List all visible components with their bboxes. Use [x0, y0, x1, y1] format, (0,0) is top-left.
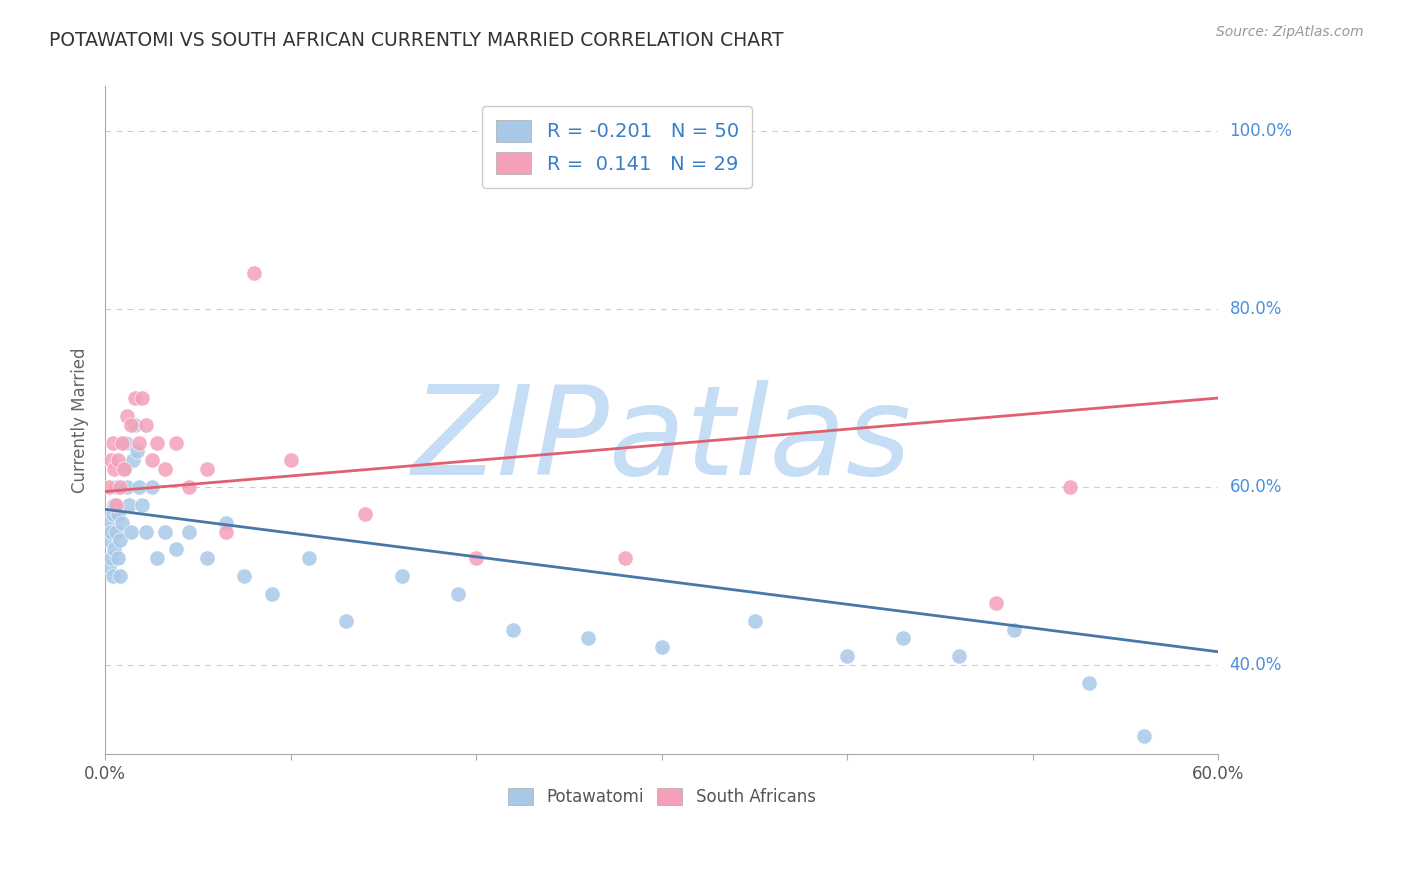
Point	[105, 498, 128, 512]
Text: 60.0%: 60.0%	[1230, 478, 1282, 496]
Point	[97, 560, 120, 574]
Y-axis label: Currently Married: Currently Married	[72, 348, 89, 493]
Point	[112, 462, 135, 476]
Point	[280, 453, 302, 467]
Text: 40.0%: 40.0%	[1230, 657, 1282, 674]
Point	[135, 417, 157, 432]
Text: 80.0%: 80.0%	[1230, 300, 1282, 318]
Point	[1077, 676, 1099, 690]
Point	[131, 498, 153, 512]
Point	[195, 551, 218, 566]
Point	[111, 435, 134, 450]
Point	[96, 516, 118, 530]
Point	[141, 480, 163, 494]
Point	[177, 524, 200, 539]
Point	[135, 524, 157, 539]
Point	[215, 516, 238, 530]
Point	[1059, 480, 1081, 494]
Point	[465, 551, 488, 566]
Point	[114, 435, 136, 450]
Point	[112, 462, 135, 476]
Point	[108, 480, 131, 494]
Point	[146, 551, 169, 566]
Point	[108, 569, 131, 583]
Point	[103, 542, 125, 557]
Point	[447, 587, 470, 601]
Point	[502, 623, 524, 637]
Point	[103, 462, 125, 476]
Point	[103, 498, 125, 512]
Point	[107, 507, 129, 521]
Point	[117, 409, 139, 423]
Point	[128, 480, 150, 494]
Point	[97, 533, 120, 548]
Text: POTAWATOMI VS SOUTH AFRICAN CURRENTLY MARRIED CORRELATION CHART: POTAWATOMI VS SOUTH AFRICAN CURRENTLY MA…	[49, 31, 783, 50]
Point	[576, 632, 599, 646]
Point	[837, 649, 859, 664]
Point	[128, 435, 150, 450]
Point	[242, 266, 264, 280]
Point	[354, 507, 377, 521]
Point	[122, 453, 145, 467]
Point	[984, 596, 1007, 610]
Point	[107, 453, 129, 467]
Point	[105, 524, 128, 539]
Point	[120, 524, 142, 539]
Legend: Potawatomi, South Africans: Potawatomi, South Africans	[502, 781, 823, 813]
Point	[131, 391, 153, 405]
Point	[101, 507, 124, 521]
Point	[117, 480, 139, 494]
Point	[651, 640, 673, 655]
Point	[335, 614, 357, 628]
Point	[233, 569, 256, 583]
Point	[108, 533, 131, 548]
Point	[101, 435, 124, 450]
Text: ZIPatlas: ZIPatlas	[412, 380, 912, 500]
Point	[100, 524, 122, 539]
Point	[125, 444, 148, 458]
Point	[146, 435, 169, 450]
Point	[298, 551, 321, 566]
Point	[613, 551, 636, 566]
Point	[1002, 623, 1025, 637]
Point	[124, 391, 146, 405]
Text: 100.0%: 100.0%	[1230, 122, 1292, 140]
Point	[262, 587, 284, 601]
Point	[195, 462, 218, 476]
Point	[744, 614, 766, 628]
Point	[153, 524, 176, 539]
Point	[891, 632, 914, 646]
Point	[120, 417, 142, 432]
Point	[215, 524, 238, 539]
Point	[100, 453, 122, 467]
Point	[165, 435, 187, 450]
Point	[111, 516, 134, 530]
Point	[101, 569, 124, 583]
Point	[124, 417, 146, 432]
Point	[1133, 730, 1156, 744]
Point	[118, 498, 141, 512]
Point	[100, 551, 122, 566]
Point	[391, 569, 413, 583]
Point	[177, 480, 200, 494]
Text: Source: ZipAtlas.com: Source: ZipAtlas.com	[1216, 25, 1364, 39]
Point	[107, 551, 129, 566]
Point	[97, 480, 120, 494]
Point	[141, 453, 163, 467]
Point	[948, 649, 970, 664]
Point	[165, 542, 187, 557]
Point	[153, 462, 176, 476]
Point	[105, 480, 128, 494]
